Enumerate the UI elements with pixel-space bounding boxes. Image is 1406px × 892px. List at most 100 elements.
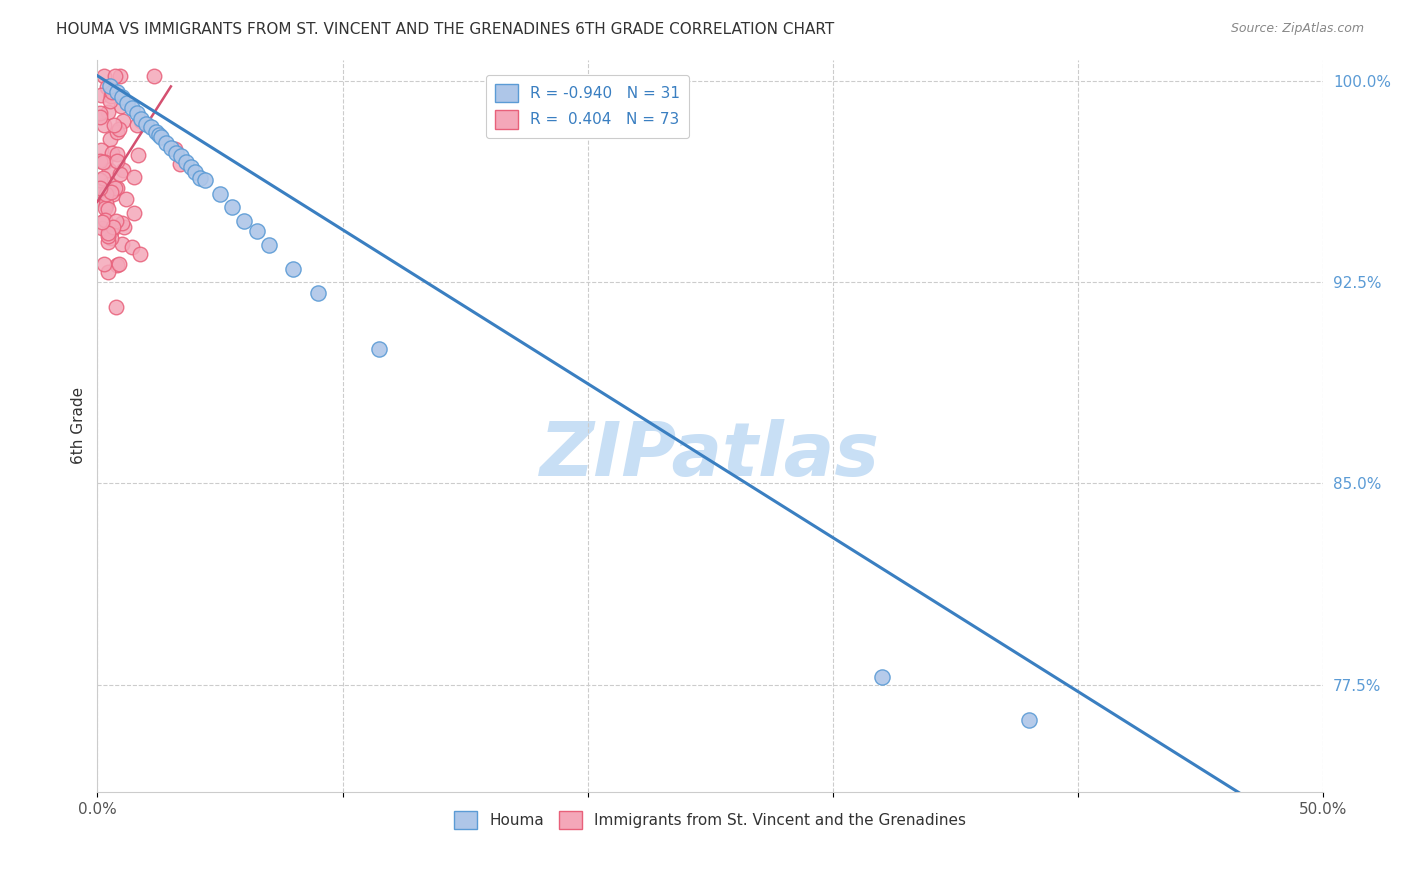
Text: Source: ZipAtlas.com: Source: ZipAtlas.com: [1230, 22, 1364, 36]
Point: [145, 125, 167, 139]
Point: [111, 216, 134, 230]
Point: [103, 118, 125, 132]
Point: [89, 153, 111, 168]
Point: [125, 106, 148, 120]
Point: [94, 187, 117, 202]
Point: [104, 181, 127, 195]
Point: [97, 163, 120, 178]
Point: [105, 147, 128, 161]
Point: [142, 69, 165, 83]
Point: [131, 112, 153, 126]
Point: [100, 85, 122, 99]
Point: [90, 143, 112, 157]
Point: [174, 154, 197, 169]
Point: [121, 101, 143, 115]
Point: [104, 69, 127, 83]
Point: [155, 136, 177, 150]
Point: [307, 285, 329, 300]
Point: [97, 178, 120, 192]
Point: [89, 111, 111, 125]
Point: [124, 206, 146, 220]
Point: [105, 181, 128, 195]
Point: [208, 186, 231, 201]
Point: [94, 198, 117, 212]
Point: [94, 155, 117, 169]
Point: [104, 300, 127, 314]
Point: [105, 85, 128, 99]
Point: [128, 247, 150, 261]
Point: [246, 224, 269, 238]
Point: [111, 236, 134, 251]
Point: [1018, 713, 1040, 727]
Text: ZIPatlas: ZIPatlas: [540, 418, 880, 491]
Point: [96, 184, 118, 198]
Point: [108, 257, 131, 271]
Point: [89, 181, 111, 195]
Point: [97, 104, 120, 119]
Point: [108, 69, 131, 83]
Point: [150, 130, 173, 145]
Point: [221, 200, 243, 214]
Point: [96, 196, 118, 211]
Point: [97, 265, 120, 279]
Point: [114, 192, 136, 206]
Point: [90, 215, 112, 229]
Point: [101, 219, 124, 234]
Point: [97, 226, 120, 240]
Point: [108, 122, 131, 136]
Point: [233, 213, 256, 227]
Point: [169, 157, 191, 171]
Point: [165, 146, 187, 161]
Point: [122, 169, 145, 184]
Point: [148, 128, 170, 142]
Point: [98, 95, 121, 109]
Point: [100, 88, 122, 103]
Point: [90, 88, 112, 103]
Point: [89, 182, 111, 196]
Point: [121, 240, 143, 254]
Point: [105, 125, 128, 139]
Point: [112, 219, 135, 234]
Point: [89, 106, 111, 120]
Legend: Houma, Immigrants from St. Vincent and the Grenadines: Houma, Immigrants from St. Vincent and t…: [449, 805, 973, 836]
Point: [98, 132, 121, 146]
Point: [97, 202, 120, 217]
Point: [127, 148, 149, 162]
Point: [104, 213, 127, 227]
Point: [101, 187, 124, 202]
Point: [89, 173, 111, 187]
Point: [141, 120, 163, 134]
Point: [160, 141, 183, 155]
Point: [194, 173, 217, 187]
Point: [870, 670, 893, 684]
Point: [97, 235, 120, 250]
Y-axis label: 6th Grade: 6th Grade: [72, 387, 86, 465]
Point: [93, 69, 115, 83]
Point: [101, 223, 124, 237]
Point: [91, 154, 114, 169]
Point: [257, 237, 280, 252]
Point: [111, 90, 134, 104]
Point: [184, 165, 207, 179]
Point: [180, 160, 202, 174]
Point: [91, 170, 114, 185]
Point: [111, 162, 134, 177]
Point: [368, 343, 391, 357]
Point: [111, 113, 134, 128]
Point: [93, 118, 115, 132]
Point: [105, 154, 128, 169]
Text: HOUMA VS IMMIGRANTS FROM ST. VINCENT AND THE GRENADINES 6TH GRADE CORRELATION CH: HOUMA VS IMMIGRANTS FROM ST. VINCENT AND…: [56, 22, 835, 37]
Point: [135, 117, 157, 131]
Point: [96, 79, 118, 94]
Point: [93, 257, 115, 271]
Point: [98, 79, 121, 94]
Point: [170, 149, 193, 163]
Point: [91, 187, 114, 202]
Point: [97, 228, 120, 243]
Point: [105, 258, 128, 272]
Point: [163, 143, 186, 157]
Point: [115, 95, 138, 110]
Point: [125, 119, 148, 133]
Point: [188, 170, 211, 185]
Point: [101, 146, 124, 161]
